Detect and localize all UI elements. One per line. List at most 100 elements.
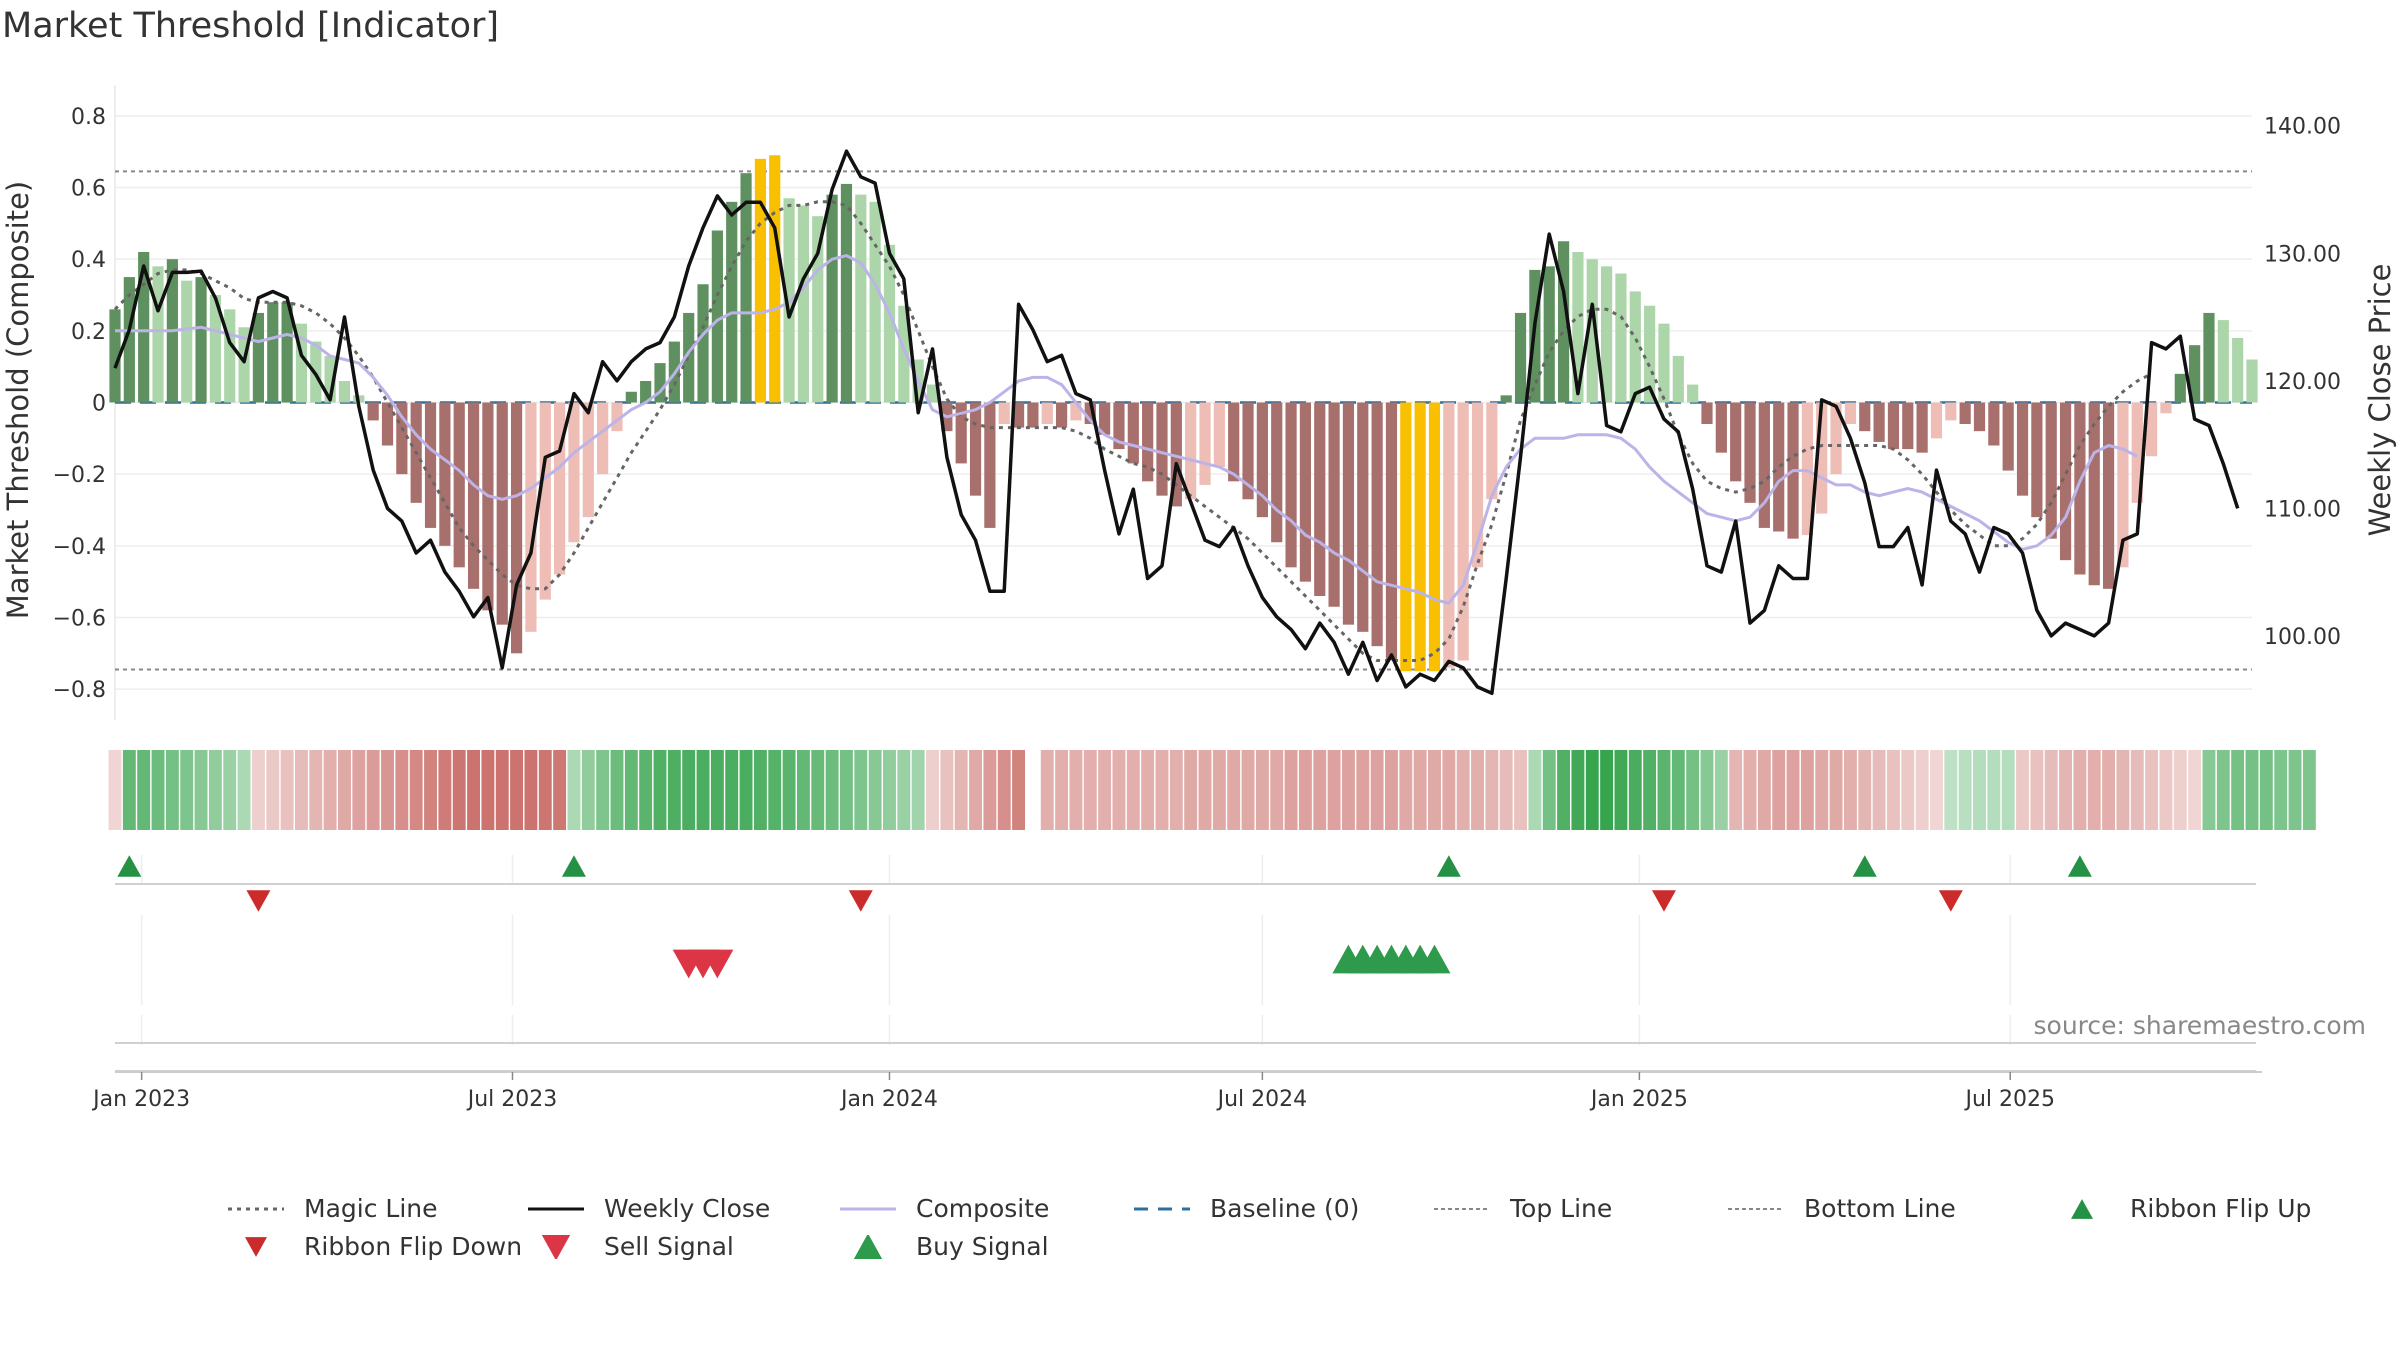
composite-bar [1859,402,1871,432]
legend-swatch [2071,1198,2093,1219]
composite-bar [510,402,523,654]
composite-bar [1328,402,1340,607]
legend-swatch [541,1234,571,1259]
composite-bar [1041,402,1053,424]
ribbon-cell [653,750,667,830]
composite-bar [2189,345,2201,403]
composite-bar [1988,402,2000,446]
composite-bar [2016,402,2029,496]
composite-bar [969,402,982,496]
ribbon-cell [1499,750,1513,830]
ribbon-cell [1141,750,1155,830]
ribbon-cell [1370,750,1384,830]
composite-bar [1271,402,1283,543]
composite-bar [1701,402,1713,424]
composite-bar [295,323,308,403]
composite-bar [554,402,566,575]
composite-bar [1887,402,1900,450]
composite-bar [1471,402,1484,568]
composite-bar [1758,402,1770,528]
ribbon-cell [1872,750,1886,830]
composite-bar [2131,402,2143,503]
ribbon-cell [1815,750,1829,830]
y2-tick-label: 110.00 [2264,497,2341,522]
ribbon-cell [1800,750,1814,830]
ribbon-cell [251,750,265,830]
x-tick-label: Jan 2023 [91,1087,190,1112]
page-title: Market Threshold [Indicator] [2,6,500,46]
ribbon-cell [2130,750,2144,830]
composite-bar [1873,402,1885,442]
ribbon-cell [180,750,194,830]
y2-tick-label: 140.00 [2264,115,2341,140]
legend-item: Baseline (0) [1132,1194,1359,1223]
composite-bar [1012,402,1025,428]
composite-bar [396,402,408,475]
legend-item: Weekly Close [526,1194,770,1223]
ribbon-cell [2044,750,2058,830]
ribbon-cell [969,750,982,830]
ribbon-cell [1069,750,1083,830]
composite-bar [1930,402,1943,439]
ribbon-cell [137,750,151,830]
composite-bar [2002,402,2014,471]
y-tick-label: 0 [92,392,106,417]
ribbon-cell [739,750,753,830]
composite-bar [883,244,896,403]
ribbon-cell [1241,750,1255,830]
ribbon-cell [796,750,810,830]
ribbon-cell [2145,750,2159,830]
ribbon-cell [1413,750,1427,830]
composite-bar [2203,312,2215,403]
legend-swatch [245,1236,267,1257]
ribbon-cell [1528,750,1542,830]
ribbon-cell [1700,750,1714,830]
legend-label: Buy Signal [916,1232,1049,1261]
legend-swatch [853,1234,883,1259]
composite-bar [2088,402,2100,586]
ribbon-cell [2001,750,2015,830]
ribbon-cell [1858,750,1872,830]
ribbon-cell [1428,750,1441,830]
legend-label: Sell Signal [604,1232,734,1261]
ribbon-cell [1442,750,1456,830]
legend-swatch [1728,1207,1784,1210]
composite-bar [1127,402,1139,464]
legend-label: Ribbon Flip Up [2130,1194,2312,1223]
ribbon-cell [381,750,394,830]
composite-bar [1500,395,1512,403]
ribbon-cell [926,750,939,830]
y-tick-label: −0.4 [53,535,106,560]
composite-bar [1170,402,1182,507]
ribbon-cell [1600,750,1614,830]
ribbon-cell [1270,750,1284,830]
composite-bar [582,402,594,518]
ribbon-cell [897,750,911,830]
axes: 0.8 0.6 0.4 0.2 0 −0.2 −0.4 −0.6 −0.8 140.00 130.0… [53,105,2341,703]
composite-bar [2102,402,2115,589]
composite-bar [1113,402,1125,450]
ribbon-cell [2302,750,2316,830]
x-tick-label: Jul 2024 [1216,1087,1308,1112]
composite-bar [1256,402,1268,518]
ribbon-cell [1313,750,1327,830]
ribbon-cell [1958,750,1972,830]
legend-item: Ribbon Flip Up [2052,1194,2311,1223]
composite-bar [525,402,537,632]
composite-bar [2232,338,2244,403]
ribbon-cell [366,750,380,830]
composite-bar [1357,402,1369,632]
composite-bar [2217,320,2229,403]
x-axis: Jan 2023 Jul 2023 Jan 2024 Jul 2024 Jan 2025… [91,1071,2262,1112]
ribbon-cell [1757,750,1771,830]
composite-bar [640,381,652,403]
ribbon-cell [1901,750,1915,830]
magic-line [113,200,2153,662]
legend-item: Bottom Line [1726,1194,1956,1223]
ribbon-cell [1126,750,1140,830]
composite-bar [740,173,752,403]
ribbon-cell [1657,750,1671,830]
ribbon-cell [2188,750,2202,830]
ribbon-flip-down-marker [1938,890,1963,912]
ribbon-cell [1227,750,1241,830]
